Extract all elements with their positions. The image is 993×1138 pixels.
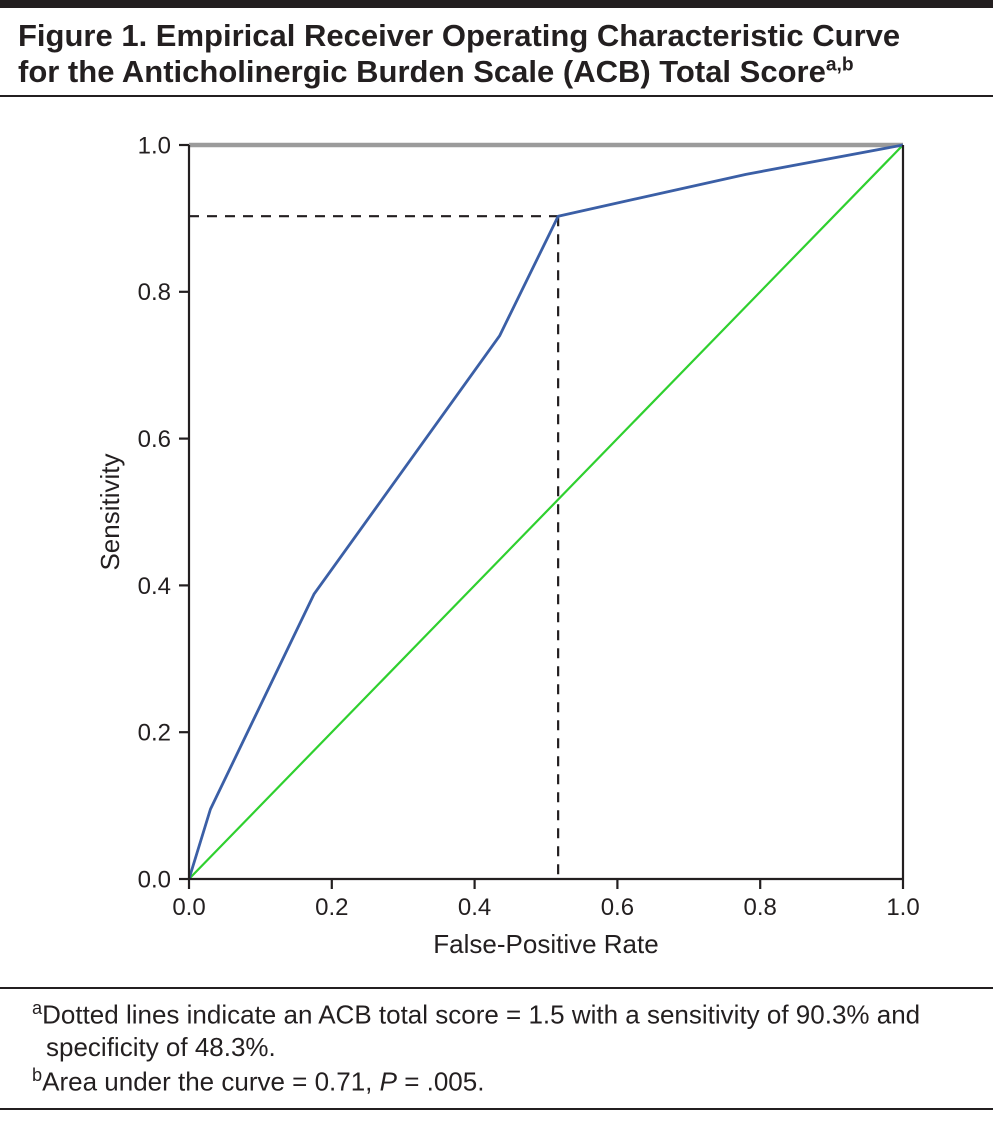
footnote-a: aDotted lines indicate an ACB total scor… [18, 997, 975, 1064]
footnote-a-sup: a [32, 998, 42, 1018]
footnotes: aDotted lines indicate an ACB total scor… [0, 989, 993, 1108]
title-line1: Figure 1. Empirical Receiver Operating C… [18, 18, 900, 53]
footnote-b: bArea under the curve = 0.71, P = .005. [18, 1064, 975, 1098]
x-tick-label: 0.2 [315, 894, 348, 921]
figure-container: Figure 1. Empirical Receiver Operating C… [0, 0, 993, 1110]
y-tick-label: 0.6 [137, 426, 170, 453]
x-tick-label: 0.8 [743, 894, 776, 921]
chart-area: 0.0 0.2 0.4 0.6 0.8 1.0 0.0 0.2 0.4 0.6 0.8 1.0 Fals… [0, 97, 993, 987]
x-tick-label: 1.0 [886, 894, 919, 921]
y-tick-label: 0.4 [137, 573, 170, 600]
footnote-b-suffix: = .005. [397, 1067, 484, 1097]
footnote-a-text: Dotted lines indicate an ACB total score… [42, 1000, 920, 1063]
footnote-b-italic: P [380, 1067, 397, 1097]
title-superscript: a,b [826, 54, 854, 75]
x-tick-label: 0.6 [600, 894, 633, 921]
y-tick-label: 0.8 [137, 279, 170, 306]
x-tick-label: 0.4 [457, 894, 490, 921]
y-tick-label: 1.0 [137, 133, 170, 160]
roc-chart: 0.0 0.2 0.4 0.6 0.8 1.0 0.0 0.2 0.4 0.6 0.8 1.0 Fals… [57, 117, 937, 977]
y-tick-label: 0.0 [137, 867, 170, 894]
x-tick-label: 0.0 [172, 894, 205, 921]
footnote-b-sup: b [32, 1065, 42, 1085]
y-axis-label: Sensitivity [95, 454, 125, 571]
footnote-b-prefix: Area under the curve = 0.71, [42, 1067, 380, 1097]
top-rule [0, 0, 993, 8]
y-tick-label: 0.2 [137, 720, 170, 747]
title-line2-prefix: for the Anticholinergic Burden Scale (AC… [18, 54, 826, 89]
x-axis-label: False-Positive Rate [433, 929, 658, 959]
bottom-rule [0, 1108, 993, 1110]
figure-title: Figure 1. Empirical Receiver Operating C… [0, 8, 993, 95]
